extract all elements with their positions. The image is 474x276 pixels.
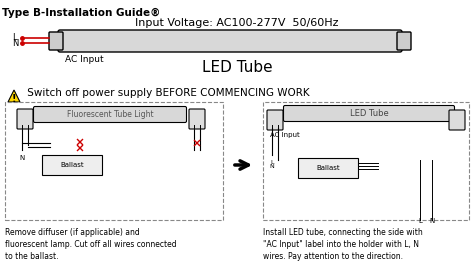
Text: Ballast: Ballast — [316, 165, 340, 171]
Text: LED Tube: LED Tube — [202, 60, 272, 75]
FancyBboxPatch shape — [17, 109, 33, 129]
FancyBboxPatch shape — [34, 107, 186, 123]
FancyBboxPatch shape — [267, 110, 283, 130]
Text: AC Input: AC Input — [65, 55, 104, 64]
Text: N: N — [429, 218, 435, 224]
FancyBboxPatch shape — [42, 155, 102, 175]
Text: Install LED tube, connecting the side with
"AC Input" label into the holder with: Install LED tube, connecting the side wi… — [263, 228, 423, 261]
FancyBboxPatch shape — [263, 102, 469, 220]
Text: Remove diffuser (if applicable) and
fluorescent lamp. Cut off all wires connecte: Remove diffuser (if applicable) and fluo… — [5, 228, 177, 261]
FancyBboxPatch shape — [449, 110, 465, 130]
Text: LED Tube: LED Tube — [350, 109, 388, 118]
Text: N: N — [19, 155, 25, 161]
Text: L: L — [418, 218, 422, 224]
Polygon shape — [8, 90, 20, 102]
Text: N: N — [270, 164, 274, 169]
Text: L: L — [12, 33, 17, 43]
FancyBboxPatch shape — [5, 102, 223, 220]
FancyBboxPatch shape — [397, 32, 411, 50]
Text: N: N — [12, 38, 18, 47]
Text: L: L — [270, 160, 274, 164]
Text: Switch off power supply BEFORE COMMENCING WORK: Switch off power supply BEFORE COMMENCIN… — [24, 88, 310, 98]
FancyBboxPatch shape — [58, 30, 402, 52]
FancyBboxPatch shape — [298, 158, 358, 178]
Text: !: ! — [12, 94, 16, 104]
Text: AC Input: AC Input — [270, 132, 300, 138]
Text: Input Voltage: AC100-277V  50/60Hz: Input Voltage: AC100-277V 50/60Hz — [135, 18, 339, 28]
FancyBboxPatch shape — [189, 109, 205, 129]
Text: Type B-Installation Guide®: Type B-Installation Guide® — [2, 8, 160, 18]
Text: Fluorescent Tube Light: Fluorescent Tube Light — [67, 110, 153, 119]
Text: Ballast: Ballast — [60, 162, 84, 168]
FancyBboxPatch shape — [49, 32, 63, 50]
FancyBboxPatch shape — [283, 105, 455, 121]
